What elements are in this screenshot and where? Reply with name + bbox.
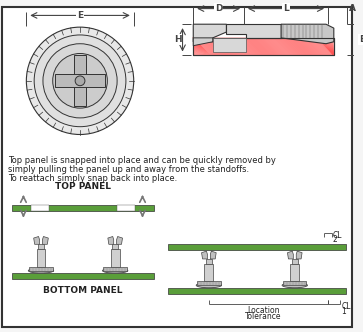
Polygon shape	[108, 236, 114, 244]
Ellipse shape	[102, 268, 128, 273]
Circle shape	[34, 35, 126, 127]
Bar	[112, 244, 118, 249]
Text: 1: 1	[342, 307, 346, 316]
Bar	[29, 267, 53, 271]
Ellipse shape	[282, 283, 307, 288]
Polygon shape	[210, 251, 216, 259]
Text: simply pulling the panel up and away from the standoffs.: simply pulling the panel up and away fro…	[8, 165, 249, 174]
Polygon shape	[34, 236, 40, 244]
Text: Location: Location	[247, 306, 280, 315]
Polygon shape	[117, 236, 122, 244]
Polygon shape	[193, 38, 334, 55]
Bar	[168, 244, 346, 250]
Circle shape	[43, 44, 117, 118]
Bar	[31, 205, 49, 210]
Ellipse shape	[196, 283, 221, 288]
Text: L: L	[283, 4, 289, 13]
Bar	[292, 259, 298, 264]
Bar	[117, 205, 135, 210]
Polygon shape	[193, 38, 213, 46]
Polygon shape	[296, 251, 302, 259]
Bar	[111, 249, 119, 267]
Bar	[204, 264, 213, 282]
Bar	[168, 288, 346, 293]
Text: To reattach simply snap back into place.: To reattach simply snap back into place.	[8, 174, 177, 183]
Bar	[31, 205, 49, 210]
Bar	[12, 273, 154, 279]
Bar	[12, 205, 154, 210]
Bar	[206, 259, 212, 264]
Bar	[55, 74, 105, 87]
Bar	[74, 55, 86, 106]
Bar	[103, 267, 127, 271]
Text: D: D	[215, 4, 223, 13]
Polygon shape	[201, 251, 207, 259]
Text: CL: CL	[342, 302, 351, 311]
Polygon shape	[42, 236, 48, 244]
Bar	[290, 264, 299, 282]
Polygon shape	[287, 251, 293, 259]
Ellipse shape	[28, 268, 54, 273]
Polygon shape	[281, 24, 334, 44]
Circle shape	[53, 53, 107, 108]
Text: E: E	[77, 11, 83, 20]
Text: B: B	[359, 35, 363, 44]
Text: CL: CL	[333, 231, 342, 240]
Bar	[117, 205, 135, 210]
Bar	[283, 282, 306, 285]
Text: BOTTOM PANEL: BOTTOM PANEL	[43, 286, 123, 295]
Text: Tolerance: Tolerance	[245, 312, 282, 321]
Circle shape	[26, 27, 134, 134]
Bar	[197, 282, 221, 285]
Polygon shape	[213, 38, 246, 51]
Polygon shape	[227, 24, 281, 38]
Text: TOP PANEL: TOP PANEL	[55, 182, 111, 191]
Bar	[37, 249, 45, 267]
Text: H: H	[174, 35, 182, 44]
Text: 2: 2	[333, 235, 338, 244]
Text: Top panel is snapped into place and can be quickly removed by: Top panel is snapped into place and can …	[8, 156, 276, 165]
Polygon shape	[193, 24, 227, 42]
Circle shape	[75, 76, 85, 86]
Polygon shape	[193, 38, 334, 55]
Bar	[38, 244, 44, 249]
Text: A: A	[350, 4, 356, 13]
